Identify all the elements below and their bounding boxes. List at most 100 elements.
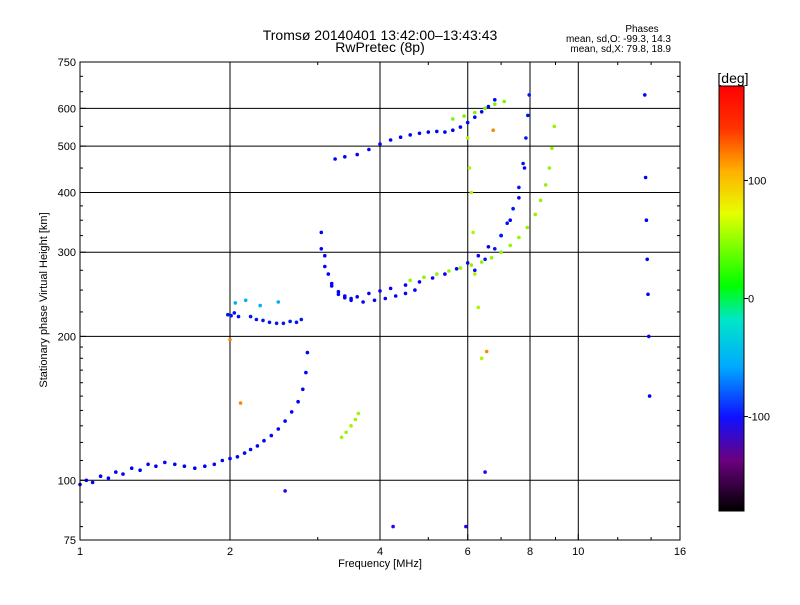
data-point: [476, 253, 481, 258]
chart-title-line1: Tromsø 20140401 13:42:00–13:43:43: [263, 27, 498, 43]
data-point: [267, 320, 272, 325]
data-point: [522, 166, 527, 170]
data-point: [473, 272, 477, 276]
data-point: [353, 417, 358, 422]
data-point: [647, 334, 651, 339]
data-point: [511, 206, 515, 211]
data-point: [417, 280, 422, 284]
data-point: [484, 349, 489, 354]
y-axis-label: Stationary phase Virtual Height [km]: [38, 212, 50, 387]
data-point: [473, 268, 477, 273]
phases-line2: mean, sd,X: 79.8, 18.9: [570, 44, 671, 55]
plot-frame: [79, 61, 681, 541]
data-point: [454, 267, 459, 271]
data-point: [426, 130, 431, 134]
data-point: [305, 350, 310, 355]
data-point: [398, 135, 403, 139]
data-point: [299, 317, 304, 322]
data-point: [502, 99, 507, 104]
data-point: [443, 130, 447, 134]
data-point: [499, 233, 503, 238]
data-point: [479, 260, 484, 264]
data-point: [129, 466, 134, 471]
data-point: [458, 266, 463, 270]
data-point: [361, 300, 365, 304]
data-point: [182, 464, 187, 469]
data-point: [261, 318, 265, 323]
data-point: [274, 321, 279, 326]
y-tick-label: 750: [58, 57, 76, 69]
data-point: [323, 264, 327, 269]
data-point: [462, 114, 466, 118]
data-point: [447, 269, 451, 273]
data-point: [524, 136, 528, 140]
data-point: [238, 401, 243, 405]
data-point: [473, 115, 477, 119]
data-point: [203, 464, 207, 469]
data-point: [349, 424, 353, 428]
data-point: [403, 283, 408, 287]
data-point: [301, 387, 305, 392]
x-tick-label: 10: [572, 546, 584, 558]
data-point: [469, 263, 474, 267]
y-tick-label: 75: [64, 535, 76, 547]
data-point: [106, 476, 111, 481]
colorbar-tick-label: -100: [748, 412, 770, 424]
data-point: [236, 314, 241, 319]
data-point: [499, 250, 503, 254]
colorbar-label: [deg]: [717, 70, 748, 86]
data-point: [343, 155, 347, 159]
data-point: [367, 291, 371, 296]
data-point: [473, 110, 477, 115]
x-tick-label: 6: [465, 546, 471, 558]
data-point: [647, 394, 652, 398]
data-point: [435, 129, 439, 134]
data-point: [489, 255, 494, 260]
data-point: [403, 291, 408, 296]
data-point: [233, 301, 238, 305]
data-point: [550, 146, 554, 151]
y-tick-label: 100: [58, 475, 76, 487]
data-point: [527, 93, 531, 97]
data-point: [505, 221, 510, 225]
data-point: [329, 284, 334, 288]
data-point: [464, 524, 468, 529]
data-point: [235, 455, 240, 459]
data-point: [323, 253, 327, 258]
axes-layer: 1 2 4 6 8 10 16 75 100 200 300 400 500 600 750: [58, 57, 686, 558]
data-point: [294, 320, 299, 325]
data-point: [517, 196, 521, 200]
data-point: [552, 124, 557, 129]
x-tick-label: 2: [227, 546, 233, 558]
data-point: [276, 427, 281, 431]
colorbar-ticks: 100 0 -100: [744, 175, 770, 424]
data-point: [543, 183, 548, 187]
data-point: [333, 157, 337, 161]
y-tick-label: 300: [58, 247, 76, 259]
data-point: [643, 175, 648, 180]
data-point: [296, 399, 300, 404]
x-tick-label: 8: [527, 546, 533, 558]
data-point: [283, 489, 287, 493]
data-point: [173, 462, 177, 467]
data-point: [146, 462, 150, 467]
colorbar-tick-label: 100: [748, 175, 766, 187]
data-point: [486, 104, 491, 109]
phases-title: Phases: [625, 24, 658, 35]
data-point: [451, 117, 455, 121]
data-point: [283, 419, 287, 423]
data-point: [356, 411, 361, 416]
data-point: [254, 317, 259, 322]
x-tick-label: 4: [377, 546, 383, 558]
data-point: [248, 447, 253, 452]
data-point: [289, 410, 294, 414]
data-point: [417, 131, 422, 136]
data-point: [458, 125, 463, 129]
data-point: [336, 289, 341, 294]
data-point: [388, 138, 393, 142]
data-point: [476, 305, 481, 310]
data-point: [408, 278, 413, 283]
data-point: [304, 370, 308, 375]
data-point: [465, 261, 470, 265]
